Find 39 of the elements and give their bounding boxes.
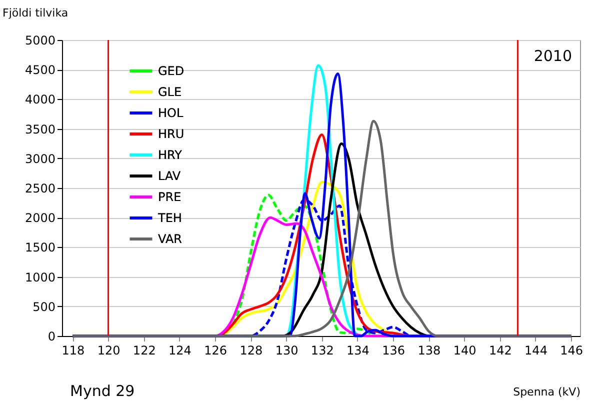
legend-label: TEH: [157, 211, 182, 225]
x-tick-label: 126: [204, 344, 228, 358]
y-tick-label: 1500: [24, 240, 56, 255]
x-tick-label: 130: [275, 344, 298, 358]
y-tick-label: 5000: [24, 34, 56, 48]
legend-label: GLE: [158, 85, 182, 99]
legend-label: HRU: [158, 127, 184, 141]
y-tick-label: 3000: [24, 152, 56, 166]
y-tick-label: 500: [32, 300, 56, 314]
x-axis-title: Spenna (kV): [513, 386, 580, 398]
legend-label: HRY: [158, 148, 183, 162]
y-tick-label: 2500: [24, 182, 56, 196]
x-tick-label: 144: [524, 344, 548, 358]
y-tick-label: 4000: [24, 92, 56, 107]
x-tick-label: 142: [488, 344, 512, 358]
x-tick-label: 118: [62, 344, 85, 358]
x-tick-label: 138: [418, 344, 441, 358]
x-tick-label: 124: [168, 344, 192, 358]
y-tick-label: 1000: [24, 270, 56, 284]
legend-label: GED: [158, 64, 184, 78]
legend-label: LAV: [158, 169, 182, 183]
y-tick-label: 2000: [24, 211, 56, 226]
x-tick-label: 132: [310, 344, 334, 358]
x-tick-label: 146: [560, 344, 584, 358]
x-tick-label: 128: [240, 344, 263, 358]
x-tick-label: 136: [382, 344, 406, 358]
x-tick-label: 134: [346, 344, 370, 358]
text: Mynd 29: [70, 382, 135, 400]
annotation: 2010: [534, 47, 572, 65]
x-tick-label: 120: [97, 344, 120, 358]
y-axis-title: Fjöldi tilvika: [2, 6, 68, 20]
y-tick-label: 3500: [24, 122, 56, 136]
legend-label: PRE: [158, 190, 182, 204]
legend-label: VAR: [158, 232, 182, 246]
y-tick-label: 4500: [24, 63, 56, 78]
legend-label: HOL: [158, 106, 184, 120]
x-tick-label: 122: [132, 344, 156, 358]
x-tick-label: 140: [453, 344, 476, 358]
y-tick-label: 0: [48, 330, 56, 344]
